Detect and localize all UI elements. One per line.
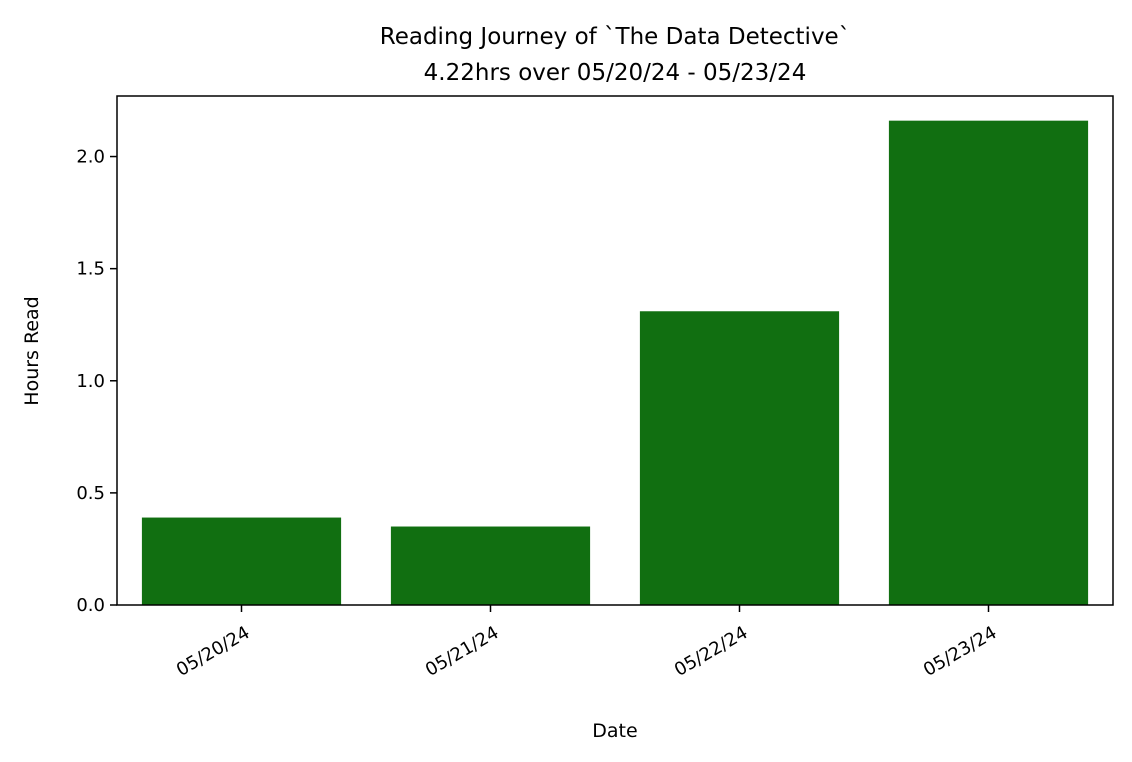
chart-subtitle: 4.22hrs over 05/20/24 - 05/23/24 (424, 60, 807, 86)
y-axis-label: Hours Read (21, 296, 43, 405)
bar-2 (390, 526, 591, 605)
bar-4 (888, 120, 1089, 606)
bar-1 (141, 517, 342, 605)
x-tick-label: 05/21/24 (422, 622, 503, 681)
y-axis-ticks: 0.0 0.5 1.0 1.5 2.0 (76, 147, 117, 616)
x-tick-label: 05/23/24 (920, 622, 1001, 681)
x-tick-label: 05/22/24 (671, 622, 752, 681)
x-axis-ticks: 05/20/24 05/21/24 05/22/24 05/23/24 (173, 605, 1001, 681)
plot-frame (116, 95, 1114, 606)
chart-title: Reading Journey of `The Data Detective` (380, 24, 850, 50)
x-axis-label: Date (592, 720, 637, 742)
bar-3 (639, 311, 840, 605)
y-tick-label: 0.0 (76, 595, 105, 616)
y-tick-label: 1.5 (76, 259, 105, 280)
bars-group (141, 120, 1089, 606)
x-tick-label: 05/20/24 (173, 622, 254, 681)
y-tick-label: 0.5 (76, 483, 105, 504)
y-tick-label: 1.0 (76, 371, 105, 392)
y-tick-label: 2.0 (76, 147, 105, 168)
